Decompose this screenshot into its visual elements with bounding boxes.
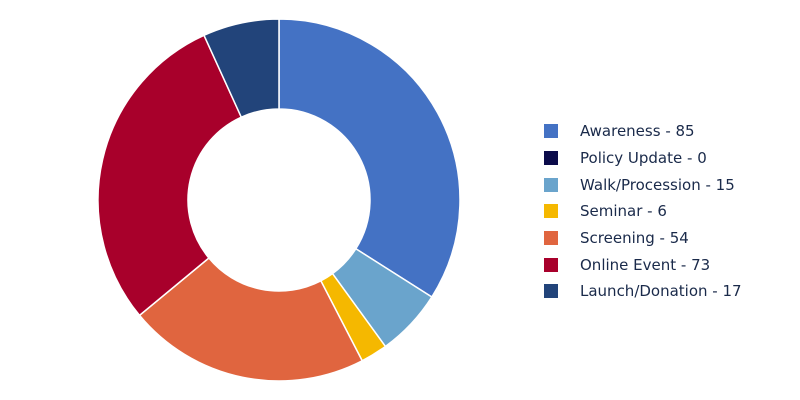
donut-plot <box>97 18 461 382</box>
legend-item-walk-procession: Walk/Procession - 15 <box>544 171 742 198</box>
legend-label: Launch/Donation - 17 <box>580 282 742 301</box>
legend-label: Awareness - 85 <box>580 122 695 141</box>
slice-online-event <box>97 34 243 317</box>
legend-label: Screening - 54 <box>580 229 689 248</box>
legend-label: Walk/Procession - 15 <box>580 175 735 194</box>
slice-awareness <box>278 18 461 299</box>
legend-swatch <box>544 177 558 192</box>
legend-swatch <box>544 284 558 299</box>
legend-item-seminar: Seminar - 6 <box>544 198 742 225</box>
legend-swatch <box>544 204 558 219</box>
legend-swatch <box>544 231 558 246</box>
slice-screening <box>138 256 364 382</box>
legend-swatch <box>544 151 558 166</box>
legend-item-online-event: Online Event - 73 <box>544 251 742 278</box>
chart-legend: Awareness - 85 Policy Update - 0 Walk/Proc… <box>544 118 742 305</box>
legend-label: Online Event - 73 <box>580 255 711 274</box>
legend-swatch <box>544 124 558 139</box>
legend-item-policy-update: Policy Update - 0 <box>544 145 742 172</box>
legend-swatch <box>544 257 558 272</box>
legend-item-awareness: Awareness - 85 <box>544 118 742 145</box>
slice-launch-donation <box>203 18 280 119</box>
legend-item-screening: Screening - 54 <box>544 225 742 252</box>
legend-label: Policy Update - 0 <box>580 149 707 168</box>
legend-item-launch-donation: Launch/Donation - 17 <box>544 278 742 305</box>
legend-label: Seminar - 6 <box>580 202 667 221</box>
